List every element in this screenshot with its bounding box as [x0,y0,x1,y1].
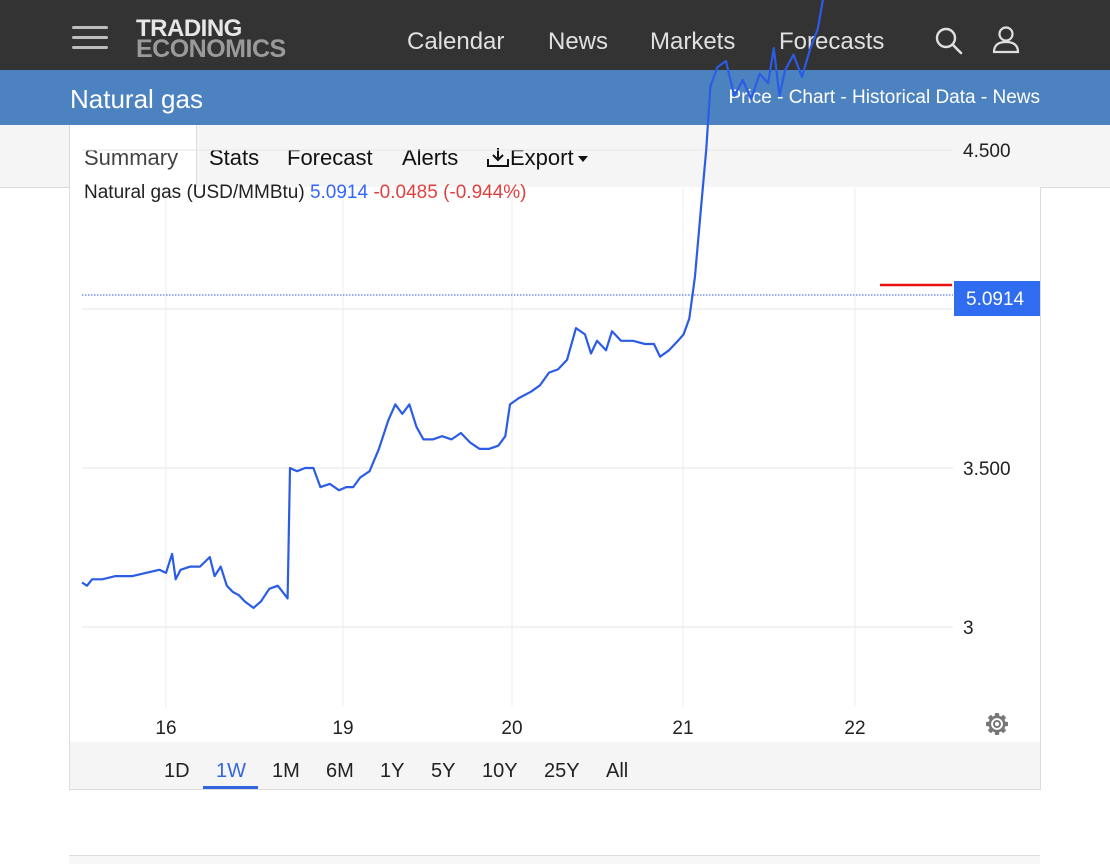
range-1y[interactable]: 1Y [380,760,405,782]
legend-value: 5.0914 [309,182,369,203]
chart-tabs: Summary Stats Forecast Alerts Export [0,125,1110,188]
tab-summary[interactable]: Summary [84,145,179,170]
nav-forecasts[interactable]: Forecasts [779,28,885,55]
nav-news[interactable]: News [548,28,609,55]
breadcrumb-news[interactable]: News [992,87,1040,108]
active-range-indicator [203,786,258,789]
tab-stats[interactable]: Stats [209,145,260,170]
breadcrumb-separator: - [975,87,993,108]
price-series-line [81,0,825,610]
chart-container [69,187,1041,742]
legend-series-name: Natural gas (USD/MMBtu) [84,182,305,203]
range-6m[interactable]: 6M [326,760,354,782]
legend-change: -0.0485 (-0.944%) [373,182,527,203]
tab-alerts[interactable]: Alerts [402,145,459,170]
x-tick-label: 19 [332,718,353,739]
page-title: Natural gas [70,84,203,114]
user-account-icon[interactable] [991,25,1021,55]
chart-grid [82,149,953,787]
chevron-down-icon [577,156,588,163]
nav-markets[interactable]: Markets [650,28,736,55]
chart-series: 5.0914 [81,0,1040,610]
y-tick-label: 4.500 [963,141,1011,162]
range-5y[interactable]: 5Y [431,760,456,782]
next-section-divider [69,855,1040,864]
y-tick-label: 3.500 [963,459,1011,480]
range-selector: 1D 1W 1M 6M 1Y 5Y 10Y 25Y All [69,742,1041,790]
nav-calendar[interactable]: Calendar [407,28,505,55]
range-1d[interactable]: 1D [164,760,190,782]
range-25y[interactable]: 25Y [544,760,580,782]
x-tick-label: 22 [844,718,865,739]
hamburger-menu-icon[interactable] [72,24,108,52]
x-tick-label: 21 [672,718,693,739]
last-value-label: 5.0914 [966,289,1025,310]
range-1m[interactable]: 1M [272,760,300,782]
gear-icon[interactable] [984,711,1010,737]
breadcrumb-separator: - [771,87,789,108]
search-icon[interactable] [934,26,964,56]
tab-export[interactable]: Export [486,145,588,171]
x-tick-label: 16 [155,718,176,739]
breadcrumb: Price - Chart - Historical Data - News [729,87,1041,109]
logo-line1: TRADING [136,15,242,42]
range-all[interactable]: All [606,760,629,782]
chart-legend: Natural gas (USD/MMBtu) 5.0914 -0.0485 (… [84,182,527,204]
breadcrumb-chart[interactable]: Chart [788,87,836,108]
y-tick-label: 3 [963,618,974,639]
breadcrumb-separator: - [835,87,853,108]
x-axis-ticks: 16 19 20 21 22 [155,718,865,739]
site-logo[interactable]: TRADING ECONOMICS [136,15,286,63]
tab-forecast[interactable]: Forecast [287,145,373,170]
top-navbar: TRADING ECONOMICS Calendar News Markets … [0,0,1110,70]
range-10y[interactable]: 10Y [482,760,518,782]
breadcrumb-historical-data[interactable]: Historical Data [852,87,976,108]
x-tick-label: 20 [501,718,522,739]
tab-export-label: Export [510,145,574,170]
last-value-label-box [954,281,1040,316]
title-bar: Natural gas Price - Chart - Historical D… [0,70,1110,125]
range-1w[interactable]: 1W [216,760,246,782]
logo-line2: ECONOMICS [136,35,286,63]
tab-summary-box [69,125,197,188]
